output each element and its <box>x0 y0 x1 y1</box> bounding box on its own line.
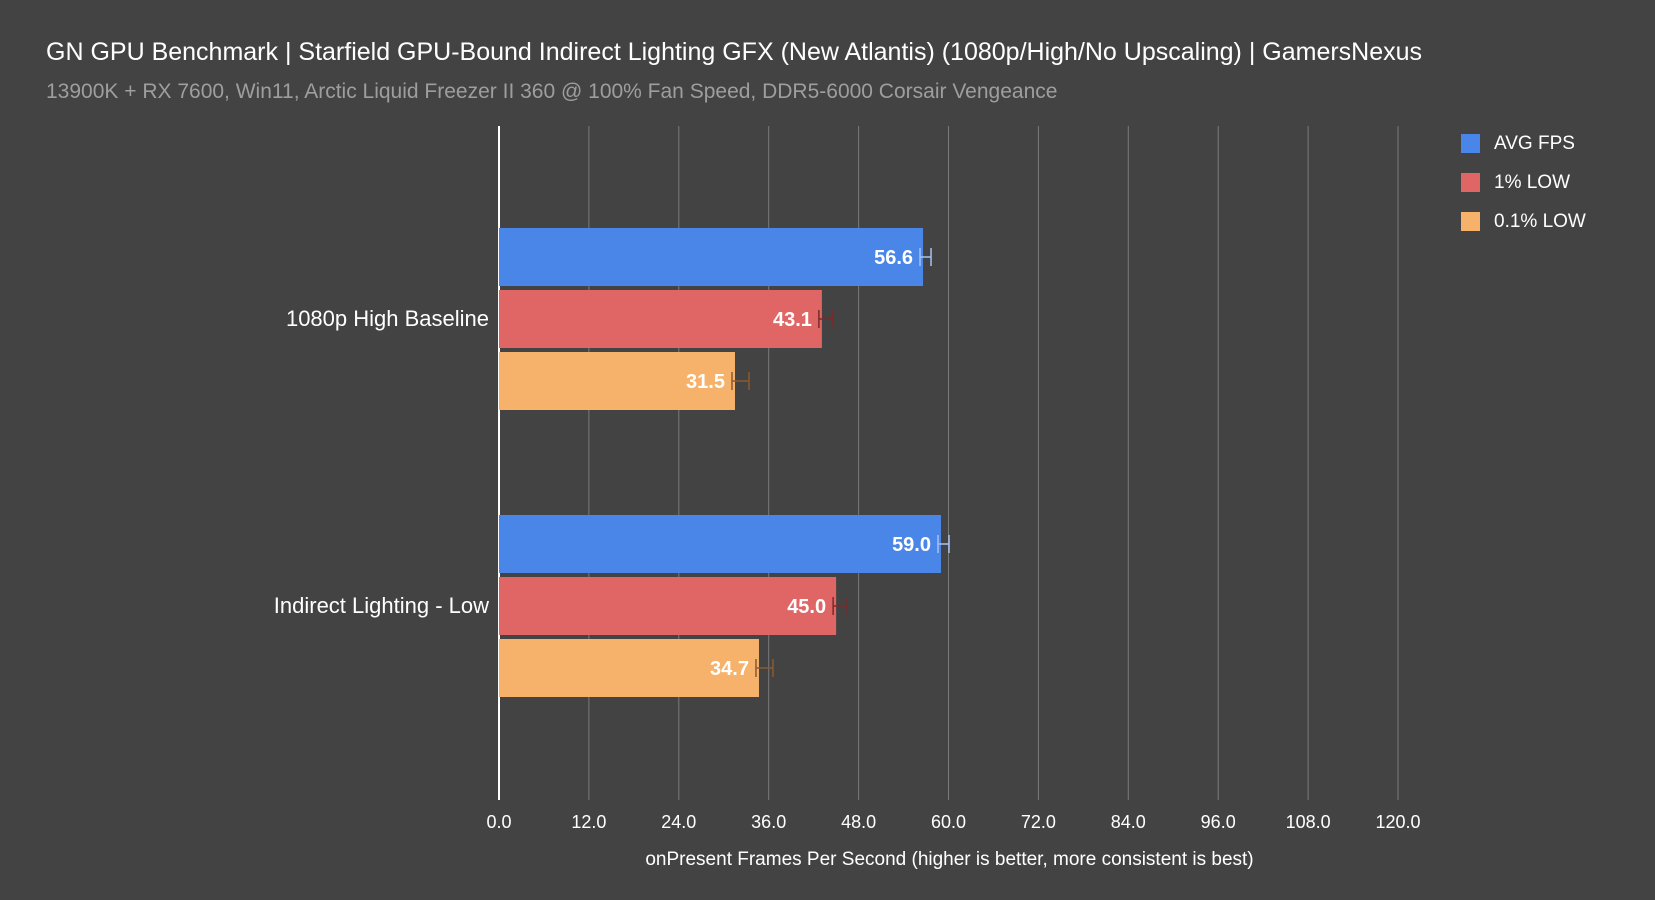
bar <box>499 228 924 286</box>
chart-subtitle: 13900K + RX 7600, Win11, Arctic Liquid F… <box>46 80 1058 103</box>
x-tick-label: 0.0 <box>486 812 511 832</box>
legend-label-1pct-low: 1% LOW <box>1494 171 1571 193</box>
x-tick-label: 48.0 <box>841 812 876 832</box>
x-axis-title: onPresent Frames Per Second (higher is b… <box>645 849 1253 870</box>
data-label: 34.7 <box>710 658 749 680</box>
data-label: 45.0 <box>787 596 826 618</box>
legend-item-01pct-low: 0.1% LOW <box>1461 202 1586 241</box>
x-tick-label: 24.0 <box>661 812 696 832</box>
x-tick-label: 60.0 <box>931 812 966 832</box>
bar <box>499 352 735 410</box>
legend-swatch-1pct-low <box>1461 173 1480 192</box>
data-label: 56.6 <box>874 247 913 269</box>
bar <box>499 290 822 348</box>
legend: AVG FPS 1% LOW 0.1% LOW <box>1461 124 1586 241</box>
data-label: 43.1 <box>773 309 812 331</box>
data-label: 59.0 <box>892 534 931 556</box>
bar <box>499 577 837 635</box>
bar <box>499 639 759 697</box>
category-label: Indirect Lighting - Low <box>274 593 489 618</box>
chart-title: GN GPU Benchmark | Starfield GPU-Bound I… <box>46 38 1423 66</box>
bar <box>499 515 942 573</box>
x-tick-label: 84.0 <box>1111 812 1146 832</box>
x-tick-label: 12.0 <box>571 812 606 832</box>
category-label: 1080p High Baseline <box>286 306 489 331</box>
data-label: 31.5 <box>686 371 725 393</box>
x-tick-label: 96.0 <box>1201 812 1236 832</box>
x-tick-label: 72.0 <box>1021 812 1056 832</box>
legend-label-01pct-low: 0.1% LOW <box>1494 210 1586 232</box>
legend-item-1pct-low: 1% LOW <box>1461 163 1586 202</box>
x-tick-label: 108.0 <box>1286 812 1331 832</box>
x-tick-label: 120.0 <box>1375 812 1420 832</box>
legend-swatch-01pct-low <box>1461 212 1480 231</box>
legend-item-avg-fps: AVG FPS <box>1461 124 1586 163</box>
legend-label-avg-fps: AVG FPS <box>1494 132 1575 154</box>
x-tick-label: 36.0 <box>751 812 786 832</box>
legend-swatch-avg-fps <box>1461 134 1480 153</box>
